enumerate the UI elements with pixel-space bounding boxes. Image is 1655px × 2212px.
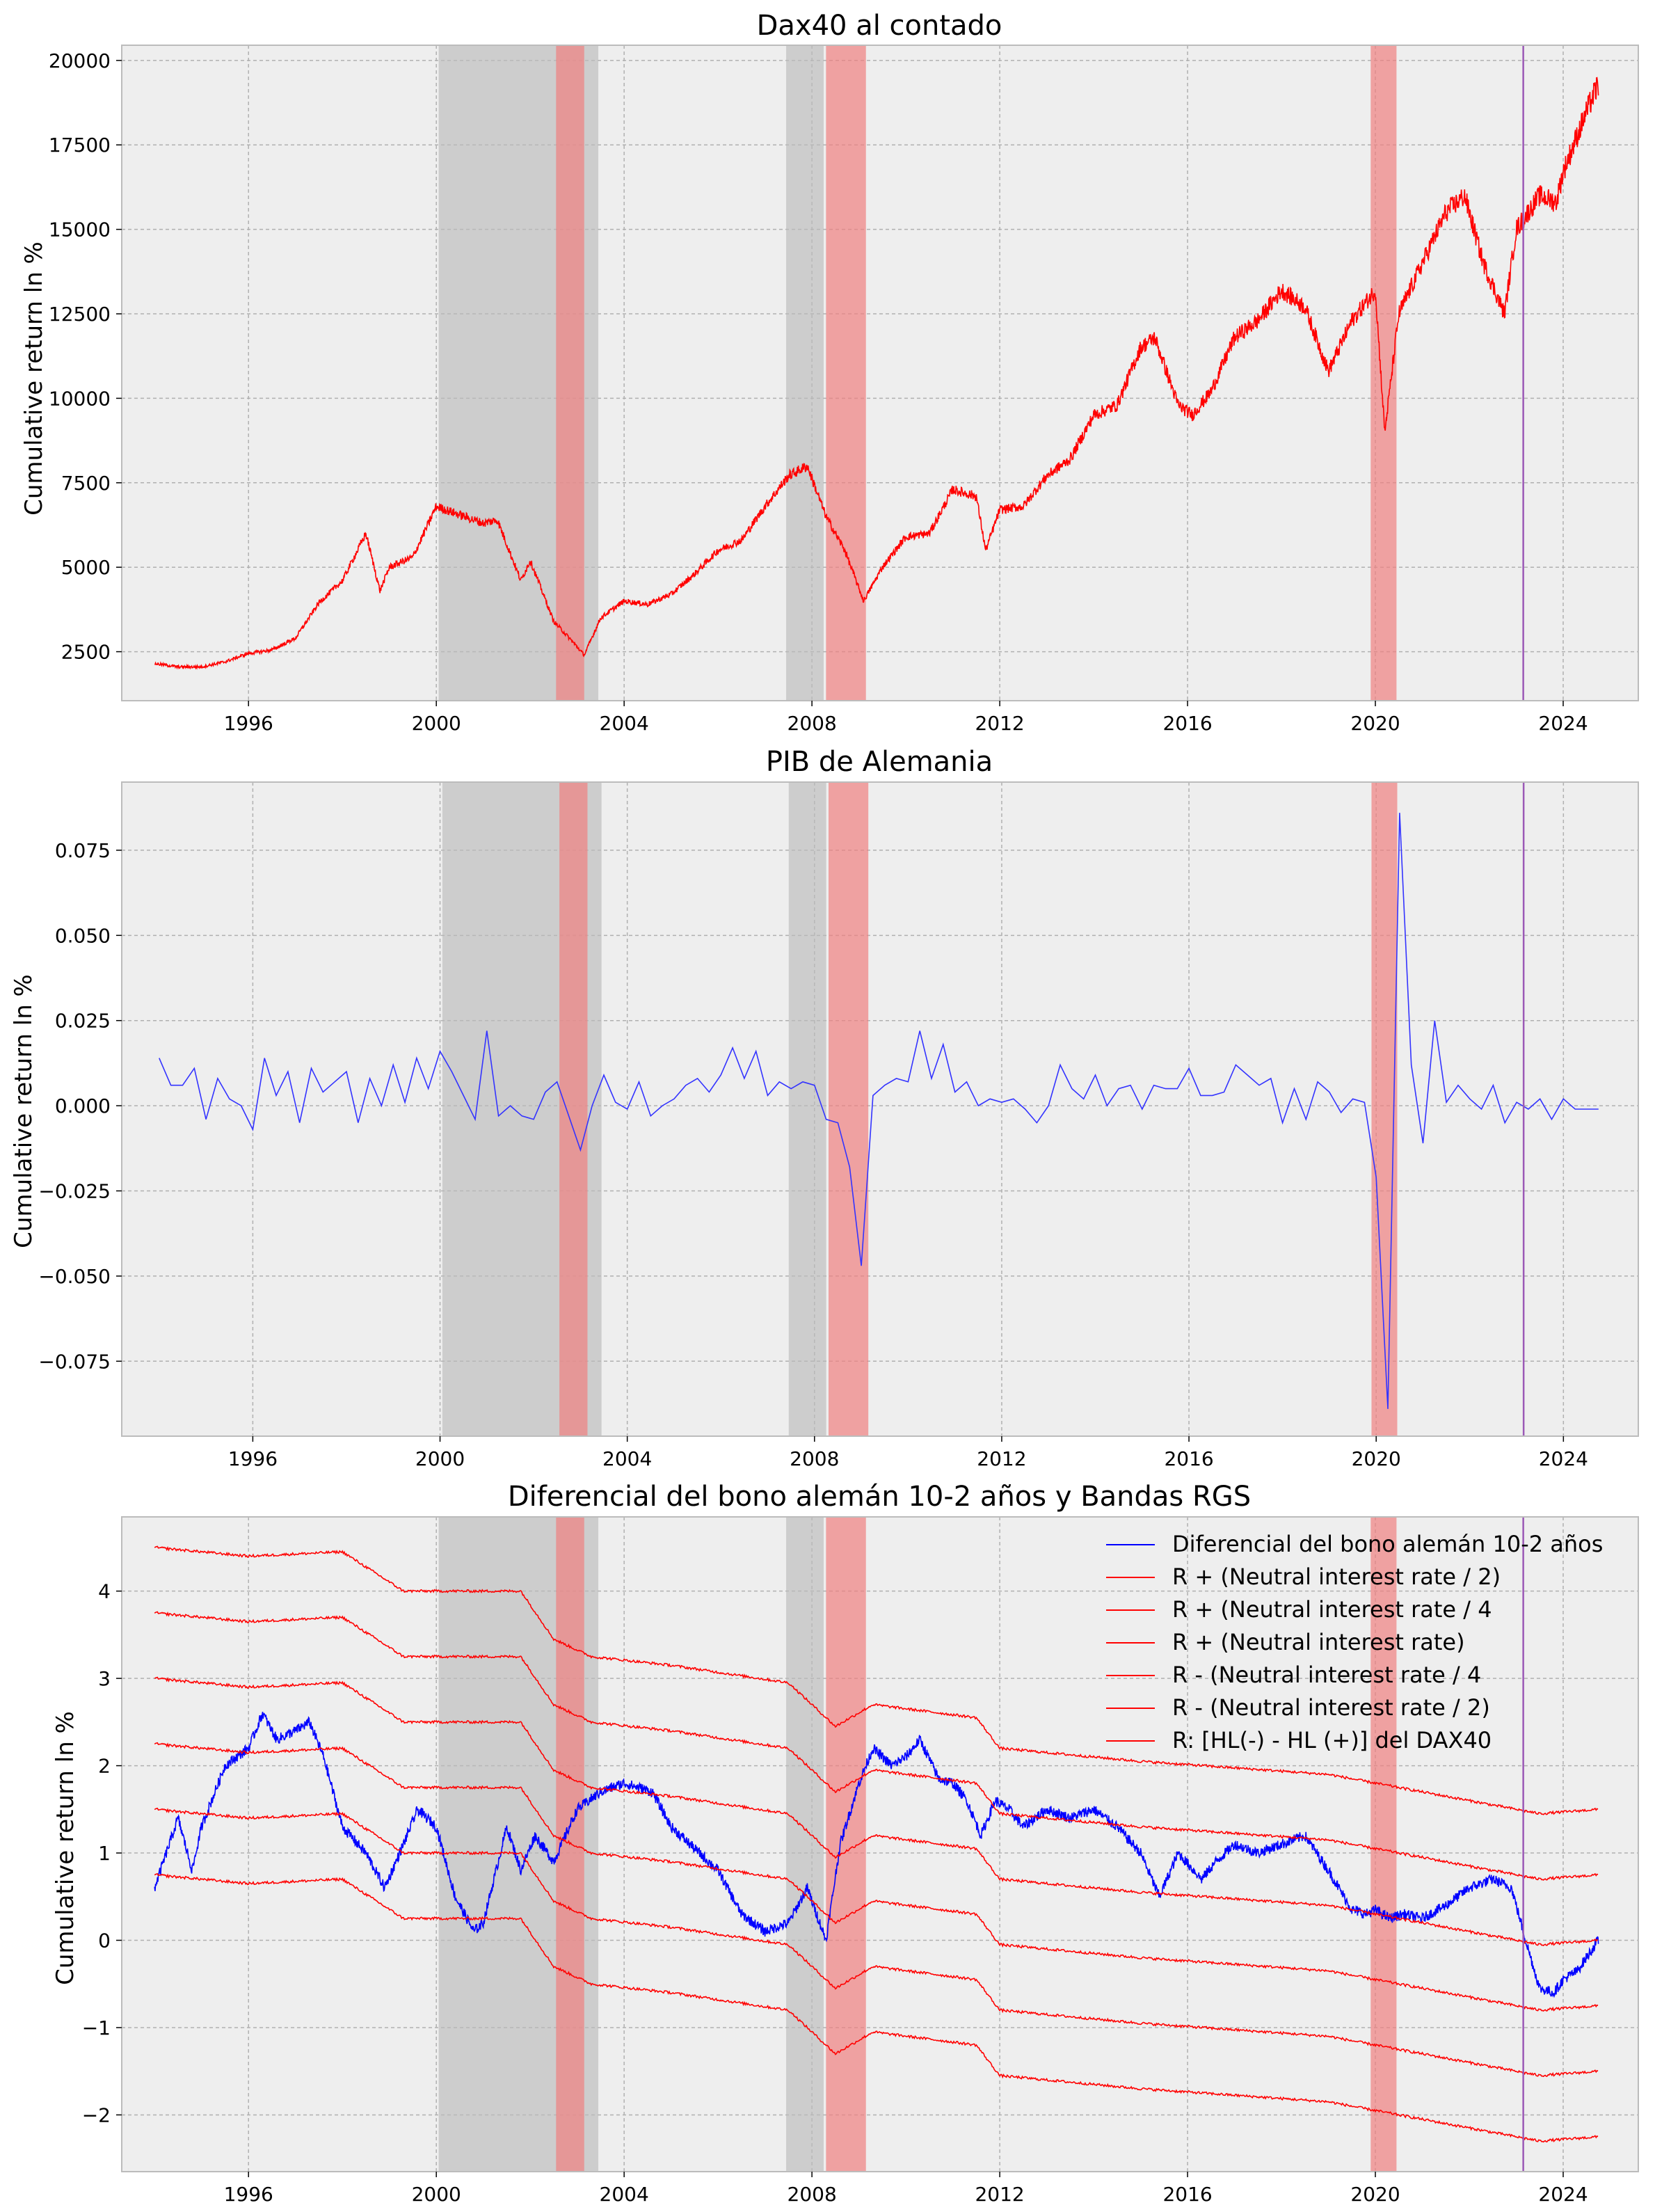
gdp-x-tick-label: 2024: [1539, 1447, 1588, 1470]
gdp-y-tick-label: 0.025: [55, 1010, 111, 1033]
gdp-series-line: [159, 813, 1599, 1409]
bond-spread-y-tick-label: 4: [98, 1580, 111, 1603]
gdp-x-tick-label: 2004: [602, 1447, 652, 1470]
gdp-shaded-period: [559, 782, 588, 1436]
gdp-x-tick-label: 1996: [228, 1447, 278, 1470]
gdp-y-tick-label: −0.025: [38, 1180, 111, 1203]
bond-spread-x-tick-label: 1996: [224, 2183, 273, 2206]
gdp-x-tick-label: 2012: [977, 1447, 1026, 1470]
dax40-plot-area: [122, 45, 1638, 701]
gdp-x-tick-label: 2020: [1352, 1447, 1401, 1470]
series-diferencial-del-bono-alem-n-10-2-a-os: [154, 1712, 1599, 1998]
bond-spread-y-tick-label: −1: [82, 2016, 111, 2039]
dax40-axes-frame: [121, 45, 1639, 701]
legend-label-r-neutral-interest-rate-2: R - (Neutral interest rate / 2): [1172, 1694, 1490, 1721]
bond-spread-legend: Diferencial del bono alemán 10-2 años R +…: [1106, 1531, 1603, 1753]
dax40-x-tick-label: 1996: [224, 712, 273, 735]
series-r-neutral-interest-rate: [154, 1545, 1599, 1815]
bond-spread-panel: Diferencial del bono alemán 10-2 años y …: [51, 1481, 1639, 2206]
series-r-neutral-interest-rate-2: [154, 1742, 1599, 2012]
bond-spread-y-tick-label: −2: [82, 2103, 111, 2126]
dax40-panel: Dax40 al contado Cumulative return ln % …: [20, 10, 1639, 735]
dax40-x-tick-label: 2000: [412, 712, 461, 735]
dax40-x-tick-label: 2020: [1350, 712, 1400, 735]
gdp-shaded-period: [788, 782, 826, 1436]
series-r-neutral-interest-rate-4: [154, 1807, 1599, 2078]
bond-spread-y-tick-label: 0: [98, 1929, 111, 1952]
dax40-x-tick-label: 2004: [600, 712, 649, 735]
gdp-x-tick-label: 2008: [790, 1447, 839, 1470]
dax40-x-tick-label: 2008: [787, 712, 837, 735]
gdp-y-tick-label: 0.050: [55, 924, 111, 947]
legend-label-diferencial-del-bono-alem-n-10-2-a-os: Diferencial del bono alemán 10-2 años: [1172, 1531, 1603, 1557]
gdp-y-axis-label: Cumulative return ln %: [10, 974, 38, 1248]
gdp-y-tick-label: 0.000: [55, 1095, 111, 1117]
bond-spread-shaded-period: [786, 1517, 824, 2172]
legend-label-r-neutral-interest-rate-4: R - (Neutral interest rate / 4: [1172, 1662, 1481, 1688]
gdp-y-tick-label: −0.075: [38, 1350, 111, 1373]
bond-spread-x-tick-label: 2008: [787, 2183, 837, 2206]
dax40-y-tick-label: 12500: [49, 303, 111, 326]
dax40-shaded-period: [786, 45, 824, 701]
bond-spread-y-tick-label: 3: [98, 1667, 111, 1690]
dax40-shaded-period: [556, 45, 584, 701]
dax40-shaded-period: [826, 45, 866, 701]
bond-spread-x-tick-label: 2024: [1538, 2183, 1588, 2206]
bond-spread-y-tick-label: 2: [98, 1755, 111, 1778]
bond-spread-x-tick-label: 2020: [1350, 2183, 1400, 2206]
bond-spread-shaded-period: [826, 1517, 866, 2172]
bond-spread-x-tick-label: 2012: [975, 2183, 1024, 2206]
bond-spread-axes-frame: [121, 1516, 1639, 2172]
dax40-y-tick-label: 10000: [49, 387, 111, 410]
bond-spread-shaded-period: [1370, 1517, 1397, 2172]
series-r-neutral-interest-rate-2: [154, 1611, 1599, 1881]
bond-spread-y-axis-label: Cumulative return ln %: [51, 1711, 79, 1985]
gdp-shaded-period: [1371, 782, 1398, 1436]
legend-label-r-neutral-interest-rate-2: R + (Neutral interest rate / 2): [1172, 1563, 1501, 1590]
dax40-y-tick-label: 15000: [49, 218, 111, 241]
gdp-y-tick-label: −0.050: [38, 1265, 111, 1288]
legend-label-r-neutral-interest-rate: R + (Neutral interest rate): [1172, 1629, 1465, 1655]
bond-spread-chart-title: Diferencial del bono alemán 10-2 años y …: [508, 1481, 1251, 1513]
gdp-shaded-period: [828, 782, 869, 1436]
bond-spread-x-tick-label: 2000: [412, 2183, 461, 2206]
series-r-neutral-interest-rate-4: [154, 1676, 1599, 1946]
gdp-x-tick-label: 2016: [1164, 1447, 1213, 1470]
dax40-y-tick-label: 17500: [49, 134, 111, 157]
dax40-y-tick-label: 20000: [49, 49, 111, 72]
gdp-panel: PIB de Alemania Cumulative return ln % 1…: [10, 746, 1639, 1470]
legend-label-r-neutral-interest-rate-4: R + (Neutral interest rate / 4: [1172, 1596, 1492, 1623]
gdp-axes-frame: [121, 781, 1639, 1437]
dax40-y-tick-label: 7500: [61, 472, 111, 495]
dax40-x-tick-label: 2016: [1162, 712, 1212, 735]
dax40-y-tick-label: 5000: [61, 556, 111, 579]
dax40-y-tick-label: 2500: [61, 641, 111, 664]
dax40-chart-title: Dax40 al contado: [757, 10, 1002, 42]
dax40-x-tick-label: 2012: [975, 712, 1024, 735]
legend-label-r-hl-hl-del-dax40: R: [HL(-) - HL (+)] del DAX40: [1172, 1727, 1492, 1753]
dax40-y-axis-label: Cumulative return ln %: [20, 241, 48, 516]
gdp-x-tick-label: 2000: [415, 1447, 465, 1470]
gdp-y-tick-label: 0.075: [55, 839, 111, 862]
dax40-series-line: [154, 77, 1599, 670]
gdp-plot-area: [122, 782, 1638, 1436]
dax40-x-tick-label: 2024: [1538, 712, 1588, 735]
gdp-chart-title: PIB de Alemania: [766, 746, 993, 778]
bond-spread-y-tick-label: 1: [98, 1842, 111, 1865]
bond-spread-x-tick-label: 2004: [600, 2183, 649, 2206]
bond-spread-x-tick-label: 2016: [1162, 2183, 1212, 2206]
series-r-hl-hl-del-dax40: [154, 1872, 1599, 2143]
